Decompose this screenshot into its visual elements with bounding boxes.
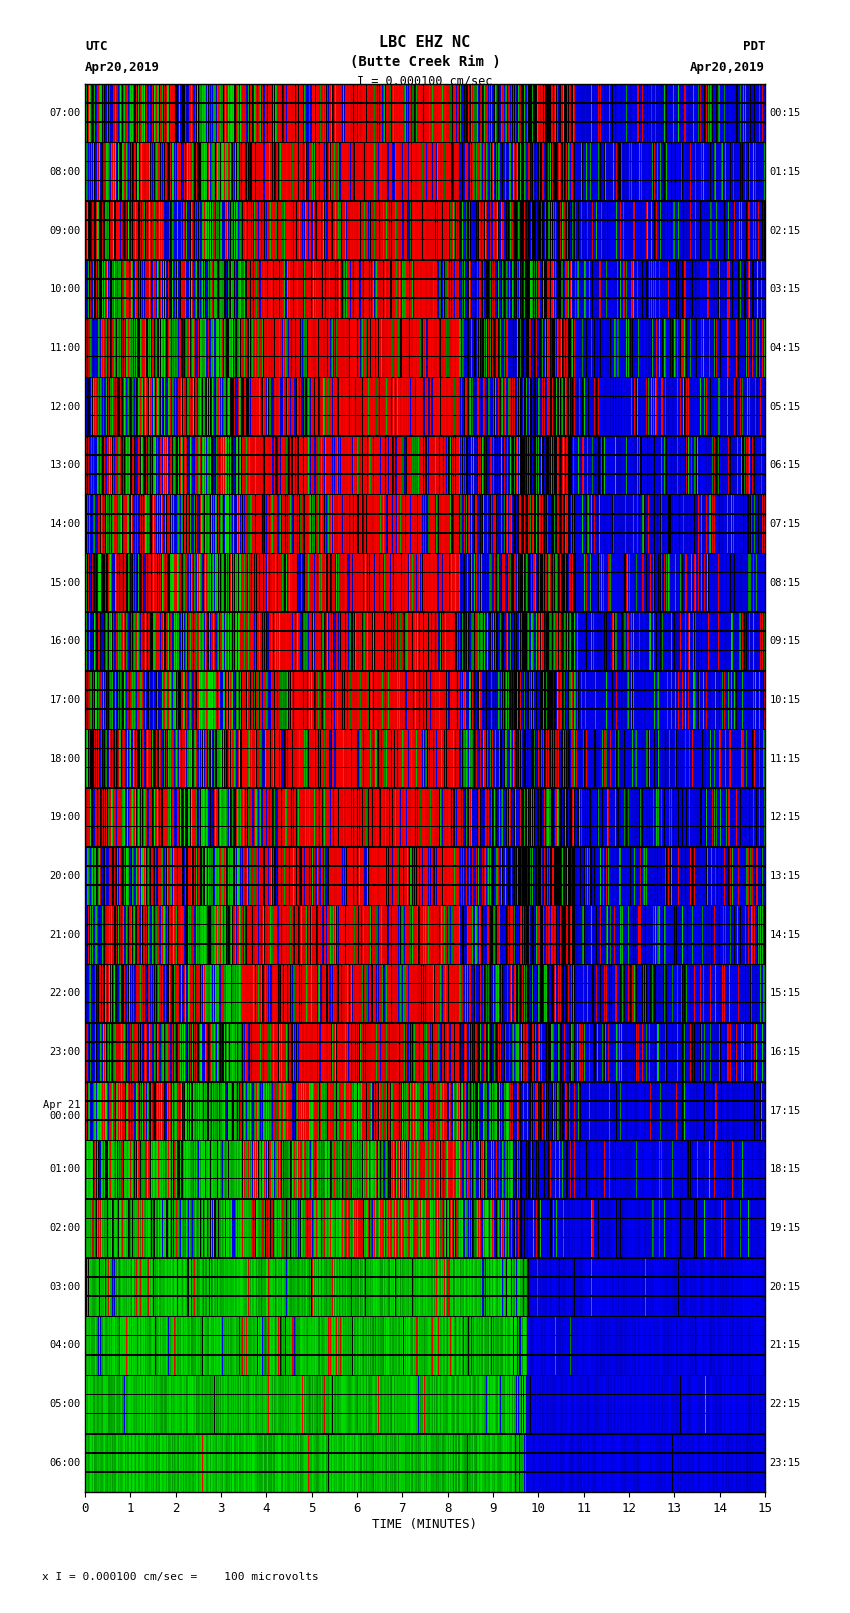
Text: 10:15: 10:15: [769, 695, 801, 705]
Text: 14:00: 14:00: [49, 519, 81, 529]
Text: Apr20,2019: Apr20,2019: [690, 61, 765, 74]
Text: 19:15: 19:15: [769, 1223, 801, 1232]
Text: (Butte Creek Rim ): (Butte Creek Rim ): [349, 55, 501, 69]
Text: 13:15: 13:15: [769, 871, 801, 881]
Text: 05:15: 05:15: [769, 402, 801, 411]
Text: 22:00: 22:00: [49, 989, 81, 998]
Text: 03:15: 03:15: [769, 284, 801, 294]
Text: 10:00: 10:00: [49, 284, 81, 294]
X-axis label: TIME (MINUTES): TIME (MINUTES): [372, 1518, 478, 1531]
Text: 23:00: 23:00: [49, 1047, 81, 1057]
Text: 03:00: 03:00: [49, 1282, 81, 1292]
Text: 01:15: 01:15: [769, 166, 801, 177]
Text: 18:00: 18:00: [49, 753, 81, 763]
Text: 15:00: 15:00: [49, 577, 81, 587]
Text: 11:00: 11:00: [49, 344, 81, 353]
Text: 01:00: 01:00: [49, 1165, 81, 1174]
Text: 21:15: 21:15: [769, 1340, 801, 1350]
Text: 17:15: 17:15: [769, 1105, 801, 1116]
Text: 17:00: 17:00: [49, 695, 81, 705]
Text: 05:00: 05:00: [49, 1398, 81, 1410]
Text: UTC: UTC: [85, 40, 107, 53]
Text: 19:00: 19:00: [49, 813, 81, 823]
Text: 08:00: 08:00: [49, 166, 81, 177]
Text: 08:15: 08:15: [769, 577, 801, 587]
Text: 09:15: 09:15: [769, 636, 801, 647]
Text: 07:00: 07:00: [49, 108, 81, 118]
Text: PDT: PDT: [743, 40, 765, 53]
Text: 09:00: 09:00: [49, 226, 81, 235]
Text: 02:15: 02:15: [769, 226, 801, 235]
Text: 18:15: 18:15: [769, 1165, 801, 1174]
Text: Apr 21
00:00: Apr 21 00:00: [43, 1100, 81, 1121]
Text: 06:15: 06:15: [769, 460, 801, 471]
Text: 20:00: 20:00: [49, 871, 81, 881]
Text: 14:15: 14:15: [769, 929, 801, 940]
Text: 20:15: 20:15: [769, 1282, 801, 1292]
Text: Apr20,2019: Apr20,2019: [85, 61, 160, 74]
Text: 02:00: 02:00: [49, 1223, 81, 1232]
Text: 06:00: 06:00: [49, 1458, 81, 1468]
Text: 11:15: 11:15: [769, 753, 801, 763]
Text: 13:00: 13:00: [49, 460, 81, 471]
Text: LBC EHZ NC: LBC EHZ NC: [379, 35, 471, 50]
Text: 15:15: 15:15: [769, 989, 801, 998]
Text: 16:00: 16:00: [49, 636, 81, 647]
Text: x I = 0.000100 cm/sec =    100 microvolts: x I = 0.000100 cm/sec = 100 microvolts: [42, 1571, 320, 1582]
Text: 04:15: 04:15: [769, 344, 801, 353]
Text: 21:00: 21:00: [49, 929, 81, 940]
Text: 12:15: 12:15: [769, 813, 801, 823]
Text: 12:00: 12:00: [49, 402, 81, 411]
Text: 00:15: 00:15: [769, 108, 801, 118]
Text: 07:15: 07:15: [769, 519, 801, 529]
Text: 04:00: 04:00: [49, 1340, 81, 1350]
Text: 22:15: 22:15: [769, 1398, 801, 1410]
Text: 16:15: 16:15: [769, 1047, 801, 1057]
Text: I = 0.000100 cm/sec: I = 0.000100 cm/sec: [357, 74, 493, 87]
Text: 23:15: 23:15: [769, 1458, 801, 1468]
